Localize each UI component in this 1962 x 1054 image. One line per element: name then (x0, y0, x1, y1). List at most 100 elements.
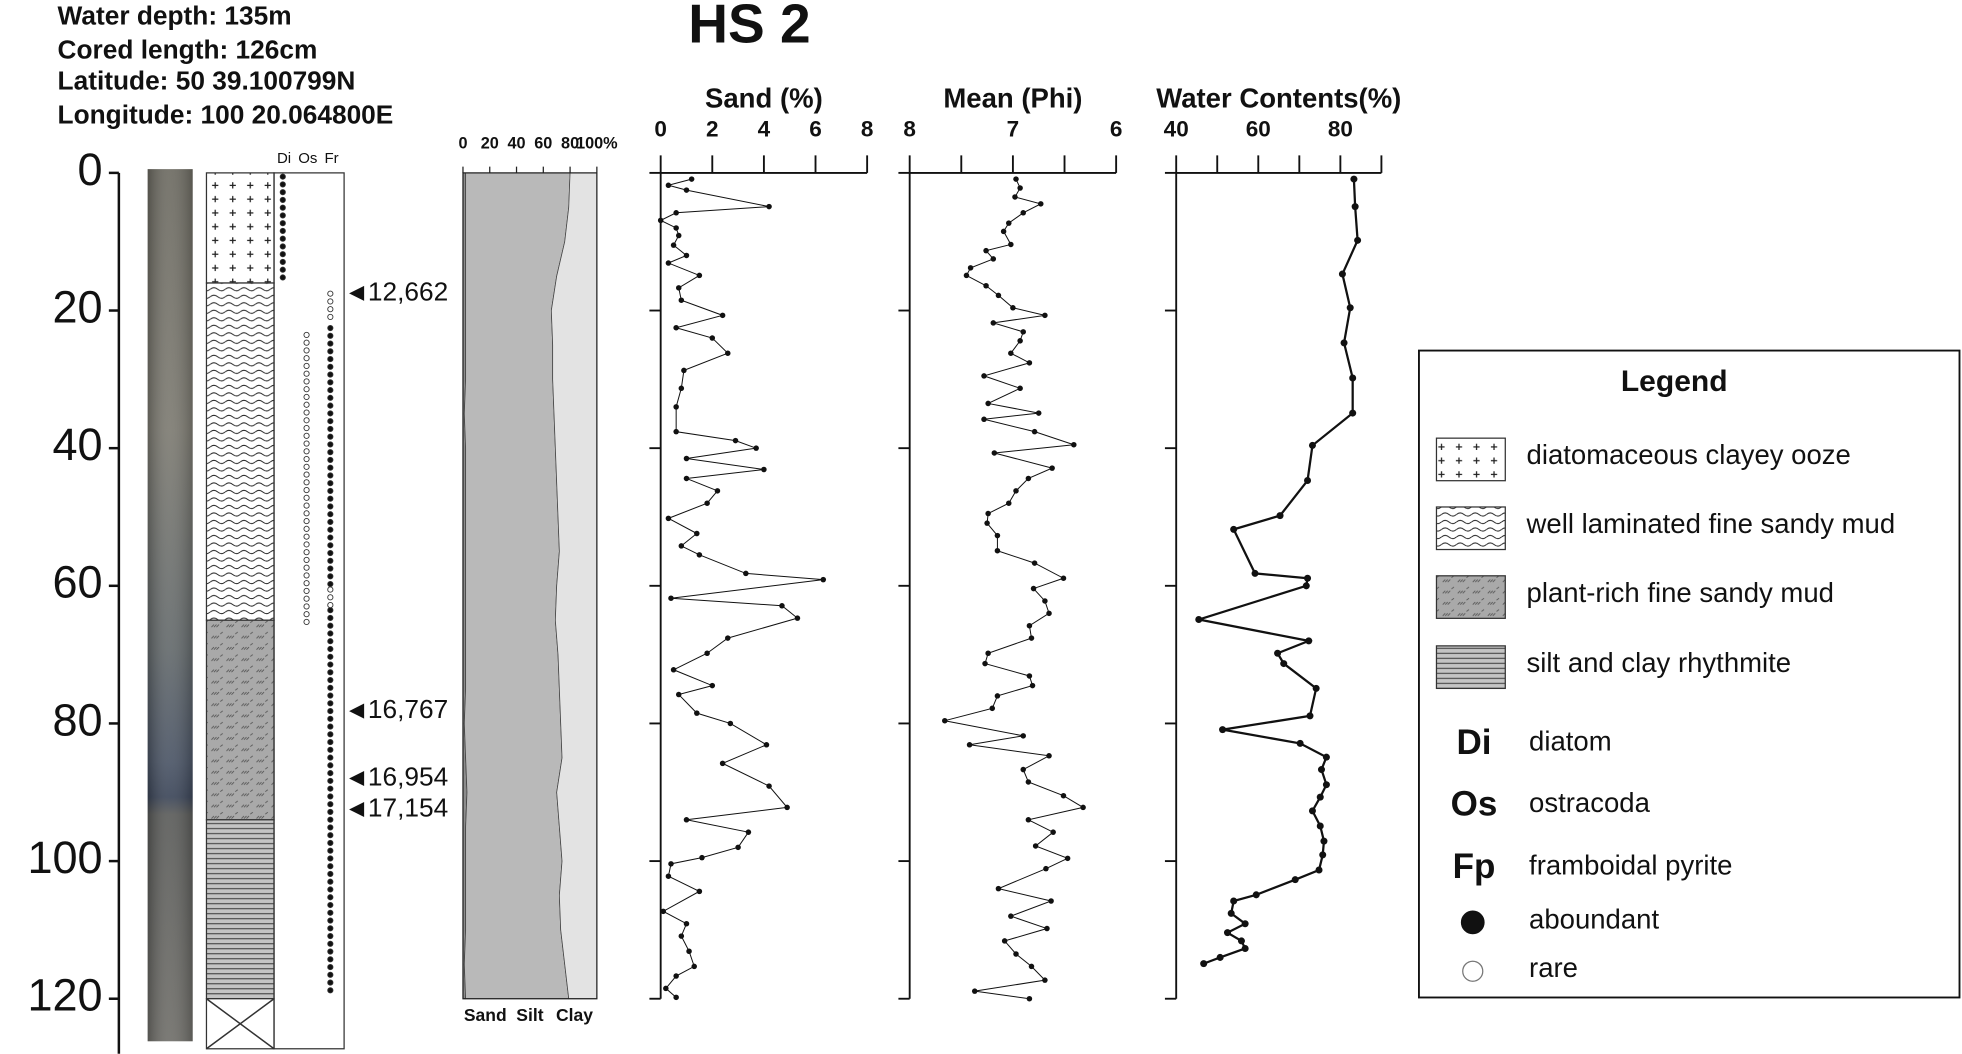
depth-tick-label: 100 (27, 832, 102, 883)
data-point (683, 252, 690, 259)
data-point (1308, 807, 1316, 815)
fossil-dot (327, 739, 334, 746)
depth-tick-label: 120 (27, 970, 102, 1021)
fossil-dot (327, 332, 334, 339)
age-label: 16,767 (368, 694, 448, 724)
data-point (994, 693, 1001, 699)
fossil-dot (327, 557, 334, 564)
data-point (1020, 210, 1026, 216)
fossil-dot (303, 603, 310, 610)
lithology-unit (205, 282, 275, 621)
fossil-dot (303, 549, 310, 556)
fossil-dot (327, 901, 334, 909)
fossil-interval (327, 324, 334, 588)
fossil-dot (327, 542, 334, 549)
fossil-dot (327, 917, 334, 924)
data-point (1026, 995, 1033, 1002)
legend-swatch (1435, 645, 1506, 690)
data-point (1030, 585, 1037, 592)
data-point (1031, 428, 1038, 435)
data-point (670, 667, 677, 673)
data-point (794, 615, 801, 621)
data-point (727, 720, 734, 727)
x-tick-label: 20 (481, 134, 499, 152)
x-tick-label: 80 (561, 134, 579, 152)
data-point (985, 400, 991, 407)
data-point (719, 760, 726, 767)
fossil-dot (279, 235, 286, 242)
data-point (673, 994, 679, 1001)
data-point (694, 530, 700, 537)
series-label: Sand (464, 1005, 507, 1025)
plot-frame (462, 172, 598, 1000)
x-tick-label: 6 (1110, 116, 1123, 141)
data-point (985, 650, 991, 657)
data-point (1312, 684, 1320, 692)
fossil-dot (327, 971, 334, 978)
data-point (1338, 270, 1346, 278)
fossil-dot (327, 526, 334, 533)
data-point (1251, 569, 1259, 577)
data-point (1012, 194, 1018, 200)
data-line (659, 178, 824, 998)
fossil-dot (327, 425, 334, 432)
data-point (1008, 350, 1014, 356)
x-tick-label: 40 (507, 134, 525, 152)
fossil-dot (279, 181, 286, 188)
fossil-dot (327, 777, 334, 784)
fossil-dot (279, 220, 286, 227)
fossil-dot (327, 731, 334, 738)
data-point (1291, 876, 1299, 884)
data-point (1351, 203, 1359, 211)
x-tick-label: 60 (534, 134, 552, 152)
data-point (678, 297, 685, 303)
data-point (1306, 712, 1314, 720)
data-point (1276, 512, 1284, 520)
data-line (944, 178, 1085, 1000)
data-point (709, 335, 716, 341)
fossil-dot (327, 630, 334, 637)
data-point (1029, 682, 1036, 689)
fossil-dot (327, 824, 334, 831)
fossil-dot (327, 816, 334, 823)
data-point (994, 532, 1001, 539)
fossil-dot (327, 692, 334, 699)
x-tick-label: 0 (654, 116, 667, 141)
fossil-header: Os (298, 150, 317, 167)
data-point (1302, 582, 1310, 590)
data-point (1346, 304, 1354, 312)
fossil-dot (303, 347, 310, 354)
chart-title: Sand (%) (705, 83, 823, 114)
data-point (1020, 766, 1026, 773)
data-point (709, 682, 716, 689)
data-point (714, 488, 721, 494)
data-point (678, 933, 685, 939)
fossil-dot (327, 832, 334, 839)
legend-label: plant-rich fine sandy mud (1527, 577, 1834, 608)
fossil-header: Di (277, 150, 291, 167)
legend-label: silt and clay rhythmite (1527, 647, 1792, 678)
fossil-dot (303, 370, 310, 377)
data-point (1305, 637, 1313, 645)
fossil-dot (303, 556, 310, 563)
data-point (686, 948, 692, 954)
fossil-dot (279, 212, 286, 219)
data-point (1017, 185, 1023, 191)
fossil-dot (303, 355, 310, 362)
fossil-dot (327, 878, 334, 885)
data-point (1230, 897, 1238, 905)
fossil-dot (303, 502, 310, 509)
data-point (1308, 441, 1316, 449)
fossil-dot (327, 518, 334, 526)
lithology-unit (205, 619, 275, 821)
data-point (995, 292, 1002, 299)
fossil-dot (327, 746, 334, 753)
data-point (683, 920, 690, 927)
depth-tick-label: 60 (53, 557, 103, 608)
data-point (1028, 963, 1035, 970)
fossil-dot (327, 715, 334, 722)
fossil-dot (327, 855, 334, 862)
data-point (966, 742, 973, 748)
data-point (1350, 175, 1358, 183)
fossil-dot (327, 313, 334, 320)
